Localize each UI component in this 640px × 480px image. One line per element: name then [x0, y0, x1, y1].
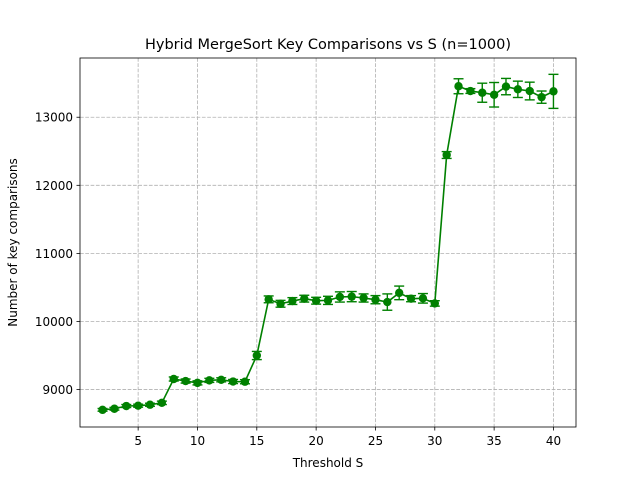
y-axis-label: Number of key comparisons: [6, 158, 20, 327]
data-point: [252, 351, 262, 360]
data-point: [406, 294, 416, 303]
data-point: [276, 299, 285, 308]
data-point: [454, 82, 463, 91]
data-point: [525, 86, 534, 96]
x-tick-label: 10: [190, 434, 205, 448]
data-point: [228, 377, 238, 386]
data-point: [110, 404, 119, 413]
y-tick-label: 10000: [35, 315, 73, 329]
data-point: [288, 296, 297, 306]
data-point: [383, 297, 392, 307]
chart-title: Hybrid MergeSort Key Comparisons vs S (n…: [145, 37, 511, 53]
x-tick-label: 20: [308, 434, 323, 448]
data-point: [549, 87, 558, 96]
x-tick-label: 30: [427, 434, 442, 448]
x-tick-label: 25: [368, 434, 383, 448]
data-point: [359, 293, 368, 303]
data-point: [217, 375, 226, 385]
data-point: [323, 296, 333, 305]
data-point: [430, 299, 439, 308]
data-point: [145, 400, 155, 409]
data-point: [418, 294, 428, 303]
x-axis-label: Threshold S: [292, 456, 364, 470]
data-point: [122, 401, 131, 411]
data-point: [133, 401, 143, 410]
data-point: [311, 296, 321, 305]
data-point: [478, 88, 487, 97]
data-point: [169, 374, 178, 384]
data-point: [442, 150, 451, 160]
data-point: [157, 398, 167, 408]
x-tick-label: 15: [249, 434, 264, 448]
data-point: [394, 288, 404, 298]
y-tick-label: 12000: [35, 179, 73, 193]
data-point: [537, 92, 546, 102]
data-point: [371, 295, 380, 304]
y-tick-label: 11000: [35, 247, 73, 261]
data-point: [193, 378, 202, 388]
data-point: [513, 85, 523, 94]
data-series: [97, 73, 559, 415]
x-tick-label: 40: [546, 434, 561, 448]
data-point: [205, 376, 214, 385]
x-tick-label: 5: [134, 434, 142, 448]
data-point: [335, 292, 345, 302]
data-point: [98, 405, 107, 415]
data-point: [300, 294, 309, 303]
grid: [80, 58, 576, 427]
y-tick-label: 13000: [35, 111, 73, 125]
data-point: [181, 376, 190, 386]
axis-ticks: 5 10 15 20 25 30 35 40 9000 10000 11000 12000 13000: [35, 111, 561, 448]
data-point: [240, 377, 250, 386]
data-point: [466, 86, 475, 96]
data-point: [264, 295, 273, 304]
data-point: [347, 292, 356, 301]
x-tick-label: 35: [486, 434, 501, 448]
y-tick-label: 9000: [42, 383, 73, 397]
data-point: [501, 82, 511, 91]
plot-area-frame: [79, 57, 577, 428]
data-point: [489, 90, 499, 99]
